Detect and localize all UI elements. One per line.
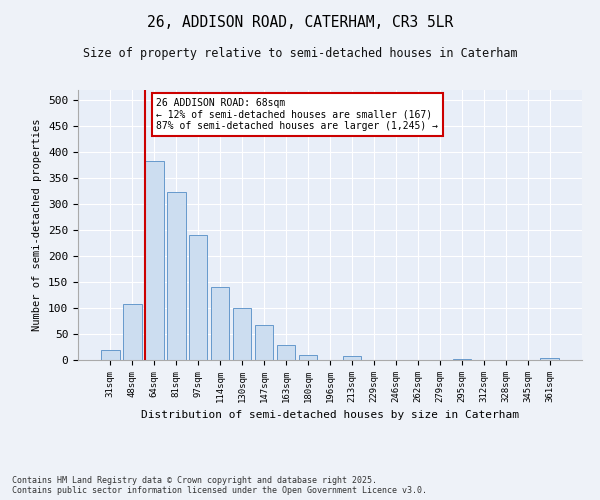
Bar xyxy=(277,345,295,360)
Bar xyxy=(452,359,471,360)
Bar xyxy=(255,324,274,360)
Text: 26 ADDISON ROAD: 68sqm
← 12% of semi-detached houses are smaller (167)
87% of se: 26 ADDISON ROAD: 68sqm ← 12% of semi-det… xyxy=(157,98,439,131)
Bar xyxy=(189,235,208,360)
Bar xyxy=(299,355,317,360)
Bar xyxy=(101,350,119,360)
Bar xyxy=(233,308,251,360)
Bar xyxy=(343,356,361,360)
Bar xyxy=(167,192,185,360)
X-axis label: Distribution of semi-detached houses by size in Caterham: Distribution of semi-detached houses by … xyxy=(141,410,519,420)
Bar xyxy=(211,287,229,360)
Text: Contains HM Land Registry data © Crown copyright and database right 2025.
Contai: Contains HM Land Registry data © Crown c… xyxy=(12,476,427,495)
Bar xyxy=(145,161,164,360)
Text: 26, ADDISON ROAD, CATERHAM, CR3 5LR: 26, ADDISON ROAD, CATERHAM, CR3 5LR xyxy=(147,15,453,30)
Text: Size of property relative to semi-detached houses in Caterham: Size of property relative to semi-detach… xyxy=(83,48,517,60)
Y-axis label: Number of semi-detached properties: Number of semi-detached properties xyxy=(32,118,43,331)
Bar xyxy=(541,358,559,360)
Bar xyxy=(123,304,142,360)
